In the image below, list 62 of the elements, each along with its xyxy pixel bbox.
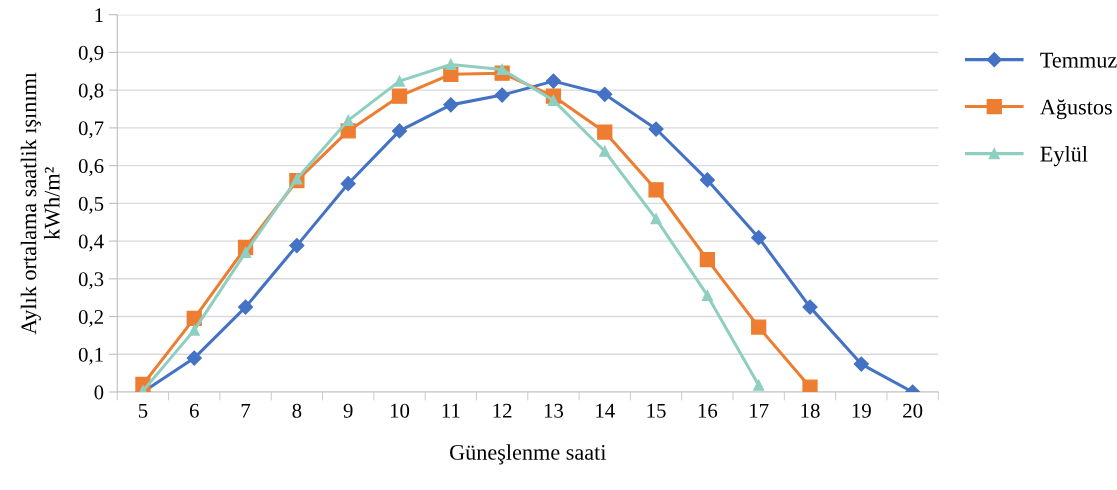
point [289,238,305,254]
legend-label: Ağustos [1040,99,1112,120]
x-tick-label: 14 [596,403,615,418]
y-tick-label: 0,8 [78,83,104,101]
point [648,121,664,137]
point [186,350,202,366]
point [496,63,508,75]
point [853,356,869,372]
point [391,88,408,104]
point [802,379,818,392]
y-axis-title: Aylık ortalama saatlik ışınımı kWh/m² [20,72,60,335]
point [701,289,713,301]
x-tick-label: 20 [903,403,923,418]
point [291,173,303,185]
point [188,324,200,336]
x-tick-label: 15 [647,403,666,418]
point [802,299,818,315]
point [699,251,716,268]
y-tick-label: 0 [94,385,104,400]
x-tick-label: 9 [343,403,353,418]
point [391,123,408,139]
point [699,172,715,188]
x-tick-label: 11 [442,403,460,418]
point [545,73,562,89]
x-tick-label: 8 [292,403,302,418]
y-tick-label: 0,5 [78,196,104,214]
x-tick-label: 18 [801,403,820,418]
point [751,319,767,335]
point [648,182,664,198]
x-tick-label: 12 [493,403,512,418]
x-tick-label: 10 [390,403,410,418]
y-tick-label: 0,4 [78,234,104,252]
x-tick-label: 17 [750,403,769,418]
point [597,86,613,102]
y-tick-label: 0,7 [78,121,104,139]
point [237,299,254,315]
point [342,114,354,126]
point [597,124,613,140]
legend-label: Eylül [1040,145,1088,167]
point [494,87,510,103]
x-tick-label: 16 [698,403,718,418]
x-axis-title: Güneşlenme saati [450,444,607,465]
x-tick-label: 5 [138,403,148,418]
point [445,58,457,71]
x-tick-label: 6 [189,403,199,418]
y-tick-label: 0,2 [78,309,103,327]
point [443,97,459,113]
y-tick-label: 1 [95,8,103,22]
point [753,379,765,391]
x-tick-label: 7 [241,403,251,418]
y-tick-label: 0,6 [78,158,104,177]
point [393,75,406,87]
y-tick-label: 0,9 [78,45,104,63]
y-tick-label: 0,3 [78,272,104,290]
y-tick-label: 0,1 [78,347,103,365]
point [650,213,662,225]
legend-label: Temmuz [1040,52,1117,68]
point [751,230,767,246]
point [340,176,356,192]
x-tick-label: 19 [852,403,871,418]
point [599,145,611,157]
x-tick-label: 13 [544,403,564,418]
